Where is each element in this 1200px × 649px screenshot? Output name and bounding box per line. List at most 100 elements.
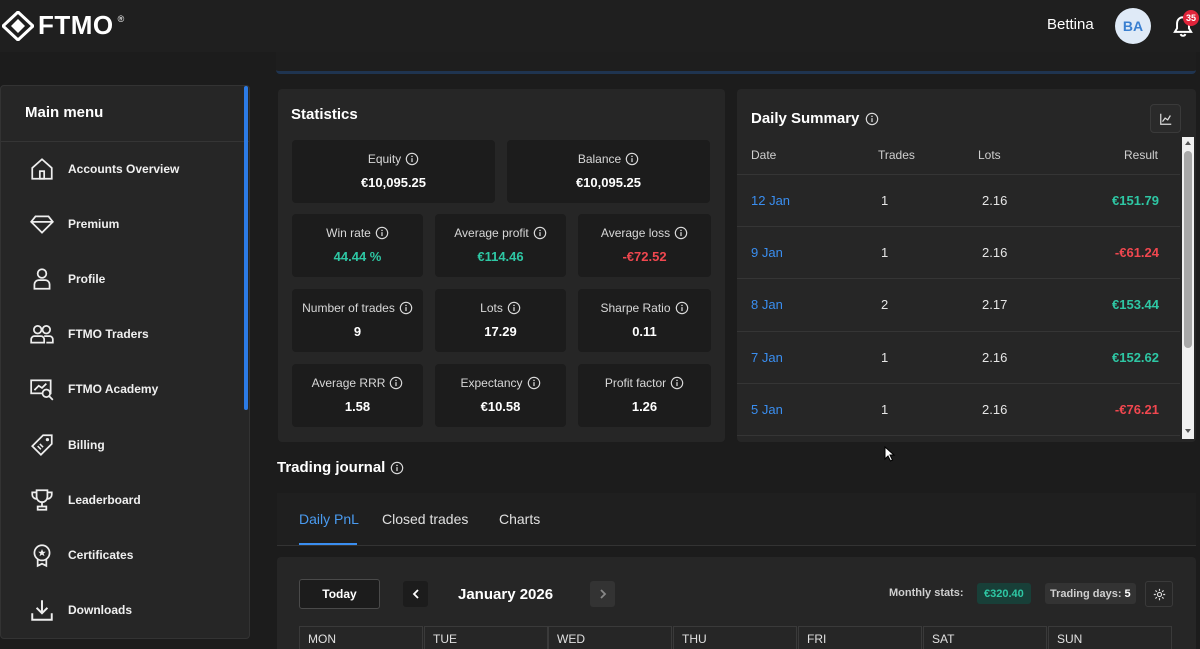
sidebar-item-ftmo-academy[interactable]: FTMO Academy [1, 362, 244, 416]
average-loss-card: Average loss -€72.52 [578, 214, 711, 277]
daily-summary-scrollbar-thumb[interactable] [1184, 151, 1192, 348]
info-icon[interactable] [670, 376, 684, 390]
info-icon[interactable] [405, 152, 419, 166]
daily-summary-panel: Daily Summary Date Trades Lots Result 12… [737, 89, 1196, 442]
info-icon[interactable] [674, 226, 688, 240]
table-row[interactable]: 9 Jan 1 2.16 -€61.24 [737, 226, 1180, 278]
next-month-button[interactable] [590, 581, 615, 607]
top-banner-strip [276, 52, 1196, 74]
top-header: FTMO ® Bettina BA 35 [0, 0, 1200, 52]
sidebar-item-accounts-overview[interactable]: Accounts Overview [1, 142, 244, 196]
diamond-icon [29, 211, 55, 237]
sidebar-item-label: Billing [68, 438, 105, 452]
stat-value: 1.58 [344, 399, 371, 414]
stat-value: €10.58 [480, 399, 521, 414]
number-of-trades-card: Number of trades 9 [292, 289, 423, 352]
table-row[interactable]: 5 Jan 1 2.16 -€76.21 [737, 383, 1180, 435]
sidebar-item-premium[interactable]: Premium [1, 197, 244, 251]
stat-label: Profit factor [604, 376, 667, 390]
sidebar-item-downloads[interactable]: Downloads [1, 583, 244, 637]
row-lots: 2.16 [982, 245, 1008, 260]
logo-text: FTMO [38, 10, 114, 40]
info-icon[interactable] [675, 301, 689, 315]
tab-charts[interactable]: Charts [499, 511, 541, 527]
table-row[interactable]: 12 Jan 1 2.16 €151.79 [737, 174, 1180, 226]
table-row[interactable]: 8 Jan 2 2.17 €153.44 [737, 278, 1180, 330]
trading-journal-title: Trading journal [277, 459, 386, 476]
info-icon[interactable] [507, 301, 521, 315]
tab-closed-trades[interactable]: Closed trades [382, 511, 469, 527]
info-icon[interactable] [390, 461, 404, 475]
info-icon[interactable] [527, 376, 541, 390]
table-row[interactable]: 7 Jan 1 2.16 €152.62 [737, 331, 1180, 383]
gear-icon [1153, 588, 1165, 600]
scroll-down-icon[interactable] [1184, 427, 1192, 435]
stat-value: €10,095.25 [575, 175, 642, 190]
info-icon[interactable] [389, 376, 403, 390]
home-icon [29, 156, 55, 182]
monthly-stats-value: €320.40 [977, 583, 1031, 604]
trading-days-badge: Trading days: 5 [1045, 583, 1136, 604]
stat-value: 17.29 [484, 324, 517, 339]
weekday-header: TUE [424, 626, 548, 649]
stat-label: Average RRR [311, 376, 386, 390]
logo-registered-mark: ® [117, 13, 125, 24]
calendar-settings-button[interactable] [1145, 581, 1173, 607]
monthly-stats-label: Monthly stats: [889, 587, 964, 599]
row-lots: 2.17 [982, 297, 1008, 312]
sidebar-item-label: Downloads [68, 603, 133, 617]
weekday-header: SUN [1048, 626, 1172, 649]
info-icon[interactable] [865, 112, 879, 126]
row-date[interactable]: 8 Jan [751, 297, 783, 312]
sidebar-item-ftmo-traders[interactable]: FTMO Traders [1, 307, 244, 361]
balance-card: Balance €10,095.25 [507, 140, 710, 203]
row-result: €152.62 [1112, 350, 1159, 365]
column-header-trades[interactable]: Trades [878, 148, 915, 162]
ftmo-logo[interactable]: FTMO ® [2, 10, 124, 41]
certificate-icon [29, 542, 55, 568]
table-row-divider [737, 435, 1180, 442]
info-icon[interactable] [625, 152, 639, 166]
weekday-header: MON [299, 626, 423, 649]
stat-value: -€72.52 [622, 249, 667, 264]
average-profit-card: Average profit €114.46 [435, 214, 566, 277]
users-icon [29, 321, 55, 347]
sidebar-item-certificates[interactable]: Certificates [1, 528, 244, 582]
sidebar-scrollbar[interactable] [244, 86, 248, 410]
user-icon [29, 266, 55, 292]
column-header-date[interactable]: Date [751, 148, 777, 162]
row-date[interactable]: 5 Jan [751, 402, 783, 417]
win-rate-card: Win rate 44.44 % [292, 214, 423, 277]
sharpe-ratio-card: Sharpe Ratio 0.11 [578, 289, 711, 352]
sidebar-title: Main menu [25, 104, 104, 121]
column-header-result[interactable]: Result [1124, 148, 1159, 162]
info-icon[interactable] [375, 226, 389, 240]
tab-daily-pnl[interactable]: Daily PnL [299, 511, 359, 527]
sidebar-item-profile[interactable]: Profile [1, 252, 244, 306]
user-name[interactable]: Bettina [1047, 16, 1094, 33]
info-icon[interactable] [399, 301, 413, 315]
row-trades: 1 [881, 245, 889, 260]
line-chart-icon [1159, 113, 1171, 125]
info-icon[interactable] [533, 226, 547, 240]
row-result: €153.44 [1112, 297, 1159, 312]
sidebar-item-billing[interactable]: Billing [1, 418, 244, 472]
row-date[interactable]: 12 Jan [751, 193, 791, 208]
today-button[interactable]: Today [299, 579, 380, 609]
weekday-header: SAT [923, 626, 1047, 649]
sidebar-item-label: Leaderboard [68, 493, 141, 507]
row-trades: 1 [881, 402, 889, 417]
download-icon [29, 597, 55, 623]
column-header-lots[interactable]: Lots [978, 148, 1001, 162]
avatar[interactable]: BA [1115, 8, 1151, 44]
profit-factor-card: Profit factor 1.26 [578, 364, 711, 427]
sidebar-item-leaderboard[interactable]: Leaderboard [1, 473, 244, 527]
row-date[interactable]: 9 Jan [751, 245, 783, 260]
previous-month-button[interactable] [403, 581, 428, 607]
chart-view-button[interactable] [1150, 104, 1181, 133]
row-trades: 1 [881, 350, 889, 365]
weekday-header: FRI [798, 626, 922, 649]
row-date[interactable]: 7 Jan [751, 350, 783, 365]
stat-value: 44.44 % [333, 249, 382, 264]
scroll-up-icon[interactable] [1184, 139, 1192, 147]
